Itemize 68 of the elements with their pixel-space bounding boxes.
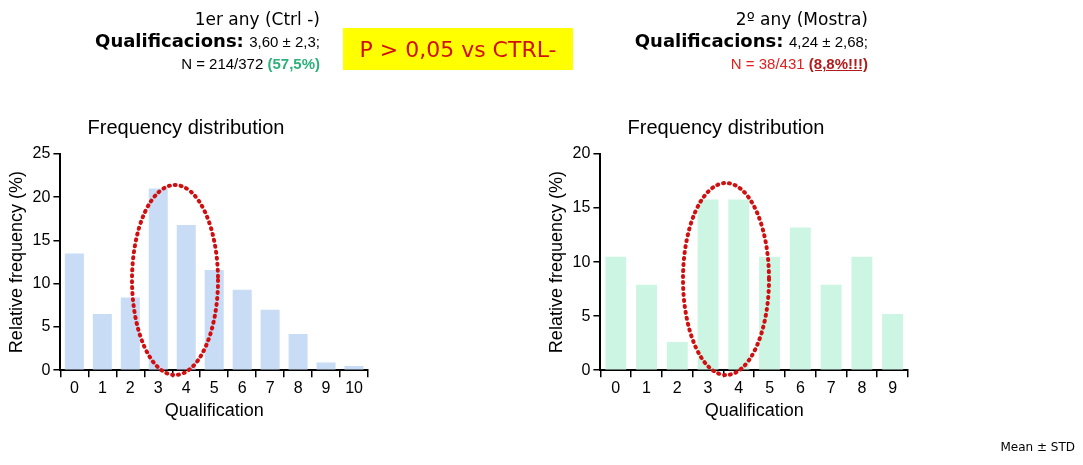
bar <box>92 313 112 370</box>
text: (57,5%) <box>267 55 320 72</box>
chart-title: Frequency distribution <box>87 115 285 138</box>
text: Qualificacions: <box>95 30 244 51</box>
bar <box>636 284 657 370</box>
text: Mean ± STD <box>1000 440 1075 454</box>
bar <box>882 313 904 370</box>
bar <box>605 256 627 370</box>
x-tick-label: 9 <box>888 379 898 397</box>
bar <box>148 188 168 370</box>
bar <box>64 253 84 370</box>
text: 3,60 ± 2,3; <box>249 33 320 50</box>
x-tick-label: 3 <box>153 379 163 397</box>
y-tick-label: 20 <box>572 144 591 162</box>
text: Qualificacions: <box>634 30 784 51</box>
x-axis-title: Qualification <box>704 400 804 421</box>
bar <box>176 224 196 370</box>
x-tick-label: 8 <box>857 379 867 397</box>
x-tick-label: 1 <box>642 379 652 397</box>
y-axis-title: Relative frequency (%) <box>545 171 566 354</box>
text: P > 0,05 vs CTRL- <box>343 28 573 70</box>
y-tick-label: 25 <box>32 144 51 162</box>
y-tick-label: 5 <box>581 306 591 324</box>
x-tick-label: 1 <box>97 379 107 397</box>
bar <box>232 289 252 370</box>
x-tick-label: 0 <box>69 379 79 397</box>
x-tick-label: 5 <box>209 379 219 397</box>
bar <box>728 199 750 370</box>
x-axis-title: Qualification <box>164 400 264 421</box>
x-tick-label: 7 <box>826 379 836 397</box>
bar <box>851 256 873 370</box>
y-tick-label: 0 <box>41 360 51 378</box>
x-tick-label: 4 <box>181 379 191 397</box>
x-tick-label: 7 <box>265 379 275 397</box>
y-tick-label: 15 <box>572 198 591 216</box>
y-tick-label: 10 <box>572 252 591 270</box>
bar <box>288 333 308 370</box>
bar <box>697 199 719 370</box>
x-tick-label: 2 <box>672 379 682 397</box>
bar <box>260 309 280 370</box>
y-tick-label: 5 <box>41 317 51 335</box>
y-axis-title: Relative frequency (%) <box>5 171 26 354</box>
x-tick-label: 5 <box>765 379 775 397</box>
chart-title: Frequency distribution <box>627 115 825 138</box>
text: 4,24 ± 2,68; <box>788 33 868 50</box>
text: 1er any (Ctrl -) <box>193 8 320 30</box>
y-tick-label: 0 <box>581 360 591 378</box>
bar <box>820 284 842 370</box>
y-tick-label: 15 <box>32 230 51 248</box>
x-tick-label: 10 <box>345 379 364 397</box>
x-tick-label: 6 <box>237 379 247 397</box>
x-tick-label: 8 <box>293 379 303 397</box>
text: (8,8%!!!) <box>808 55 868 72</box>
x-tick-label: 0 <box>611 379 621 397</box>
x-tick-label: 6 <box>795 379 805 397</box>
y-tick-label: 20 <box>32 187 51 205</box>
text: N = 214/372 <box>181 55 264 72</box>
text: N = 38/431 <box>730 55 805 72</box>
bar <box>666 342 688 370</box>
x-tick-label: 9 <box>321 379 331 397</box>
y-tick-label: 10 <box>32 274 51 292</box>
bar <box>316 362 336 370</box>
bar <box>789 227 811 370</box>
bar <box>120 297 140 370</box>
x-tick-label: 4 <box>734 379 744 397</box>
x-tick-label: 2 <box>125 379 135 397</box>
text: 2º any (Mostra) <box>734 8 868 30</box>
x-tick-label: 3 <box>703 379 713 397</box>
